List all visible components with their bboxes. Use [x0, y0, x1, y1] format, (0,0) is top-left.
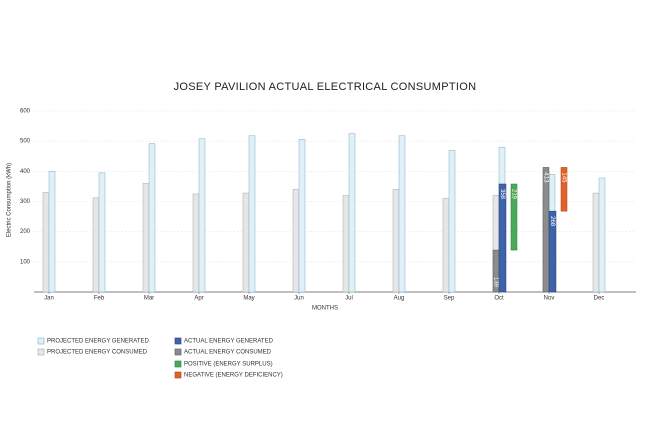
bar: [592, 192, 600, 293]
y-tick-label: 200: [20, 229, 31, 235]
bar: [298, 139, 306, 293]
y-tick-label: 400: [20, 169, 31, 175]
legend-swatch: [174, 337, 182, 345]
legend-label: PROJECTED ENERGY CONSUMED: [47, 350, 148, 356]
value-label: 219: [510, 189, 516, 200]
legend-swatch: [174, 371, 182, 379]
bar: [292, 189, 300, 293]
x-tick-label: Dec: [594, 296, 605, 302]
y-tick-label: 300: [20, 199, 31, 205]
x-tick-label: Oct: [494, 296, 504, 302]
bar: [98, 172, 106, 293]
x-tick-label: Jan: [44, 296, 54, 302]
y-axis-label: Electric Consumption (kWh): [7, 163, 13, 237]
y-tick-label: 500: [20, 139, 31, 145]
bar: [242, 192, 250, 293]
legend-swatch: [174, 348, 182, 356]
bar: [42, 192, 50, 293]
bar: [510, 183, 518, 251]
x-tick-label: Jul: [345, 296, 353, 302]
bar: [148, 143, 156, 293]
x-tick-label: Apr: [194, 296, 203, 302]
bar: [548, 210, 557, 293]
bar: [498, 183, 507, 293]
legend-swatch: [37, 337, 45, 345]
value-label: 145: [560, 172, 566, 183]
x-tick-label: Nov: [544, 296, 555, 302]
bar: [248, 135, 256, 293]
bar: [398, 135, 406, 293]
legend-label: ACTUAL ENERGY CONSUMED: [184, 350, 272, 356]
y-tick-label: 600: [20, 109, 31, 115]
value-label: 358: [499, 189, 505, 200]
value-label: 268: [549, 216, 555, 227]
bar: [48, 171, 56, 293]
x-axis-label: MONTHS: [312, 306, 338, 312]
y-tick-label: 100: [20, 259, 31, 265]
bar: [598, 177, 606, 293]
x-tick-label: Aug: [394, 296, 405, 302]
legend-swatch: [37, 348, 45, 356]
value-label: 139: [492, 277, 498, 288]
legend-label: NEGATIVE (ENERGY DEFICIENCY): [184, 373, 283, 379]
value-label: 413: [542, 172, 548, 183]
legend-label: PROJECTED ENERGY GENERATED: [47, 339, 149, 345]
legend-label: POSITIVE (ENERGY SURPLUS): [184, 362, 273, 368]
bar: [348, 133, 356, 293]
legend-swatch: [174, 360, 182, 368]
x-tick-label: Jun: [294, 296, 304, 302]
bar: [560, 167, 568, 212]
bar: [448, 149, 456, 293]
chart-title: JOSEY PAVILION ACTUAL ELECTRICAL CONSUMP…: [174, 81, 477, 93]
x-tick-label: Feb: [94, 296, 105, 302]
bar: [198, 138, 206, 293]
x-tick-label: Mar: [144, 296, 154, 302]
bar: [142, 183, 150, 293]
bar: [342, 195, 350, 293]
bar: [192, 193, 200, 293]
bar: [542, 167, 550, 293]
x-tick-label: Sep: [444, 296, 455, 302]
legend-label: ACTUAL ENERGY GENERATED: [184, 339, 274, 345]
bar: [442, 198, 450, 293]
bar: [92, 197, 100, 293]
bar: [392, 189, 400, 293]
x-tick-label: May: [243, 296, 254, 302]
